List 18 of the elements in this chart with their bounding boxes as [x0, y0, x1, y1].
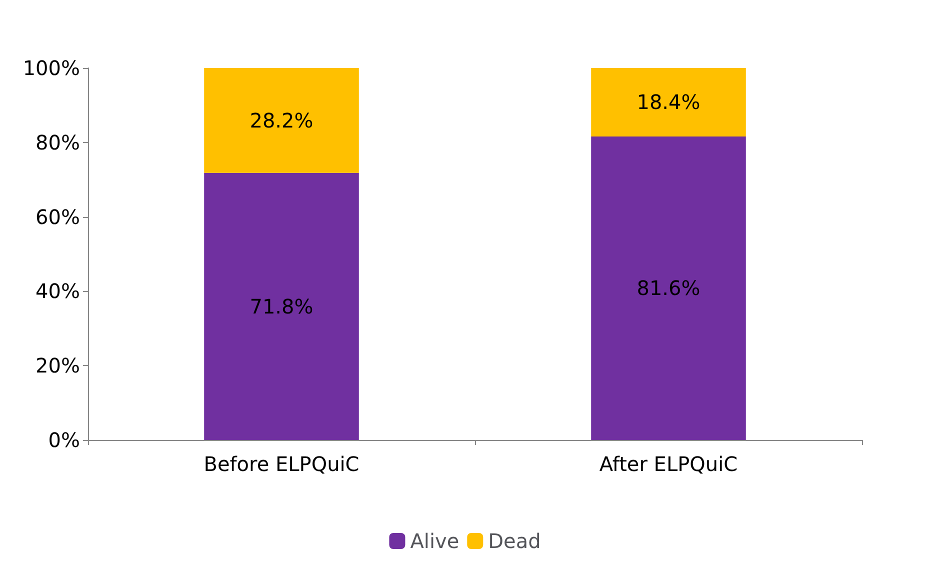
- y-tick-label: 80%: [36, 130, 80, 154]
- y-tick-label: 60%: [36, 204, 80, 229]
- data-label: 71.8%: [250, 294, 314, 318]
- bar: [204, 68, 359, 173]
- legend-label: Dead: [488, 529, 541, 553]
- y-tick-label: 0%: [48, 428, 80, 452]
- bar: [591, 68, 746, 136]
- y-tick-label: 100%: [22, 56, 80, 80]
- y-tick-label: 40%: [36, 279, 80, 304]
- y-tick-label: 20%: [36, 354, 80, 378]
- data-label: 28.2%: [250, 108, 314, 132]
- data-label: 18.4%: [636, 90, 700, 114]
- x-tick-label: After ELPQuiC: [599, 452, 738, 476]
- bar: [591, 136, 746, 440]
- data-label: 81.6%: [636, 276, 700, 300]
- legend-label: Alive: [410, 529, 460, 553]
- x-tick-label: Before ELPQuiC: [204, 452, 360, 476]
- bar: [204, 172, 359, 440]
